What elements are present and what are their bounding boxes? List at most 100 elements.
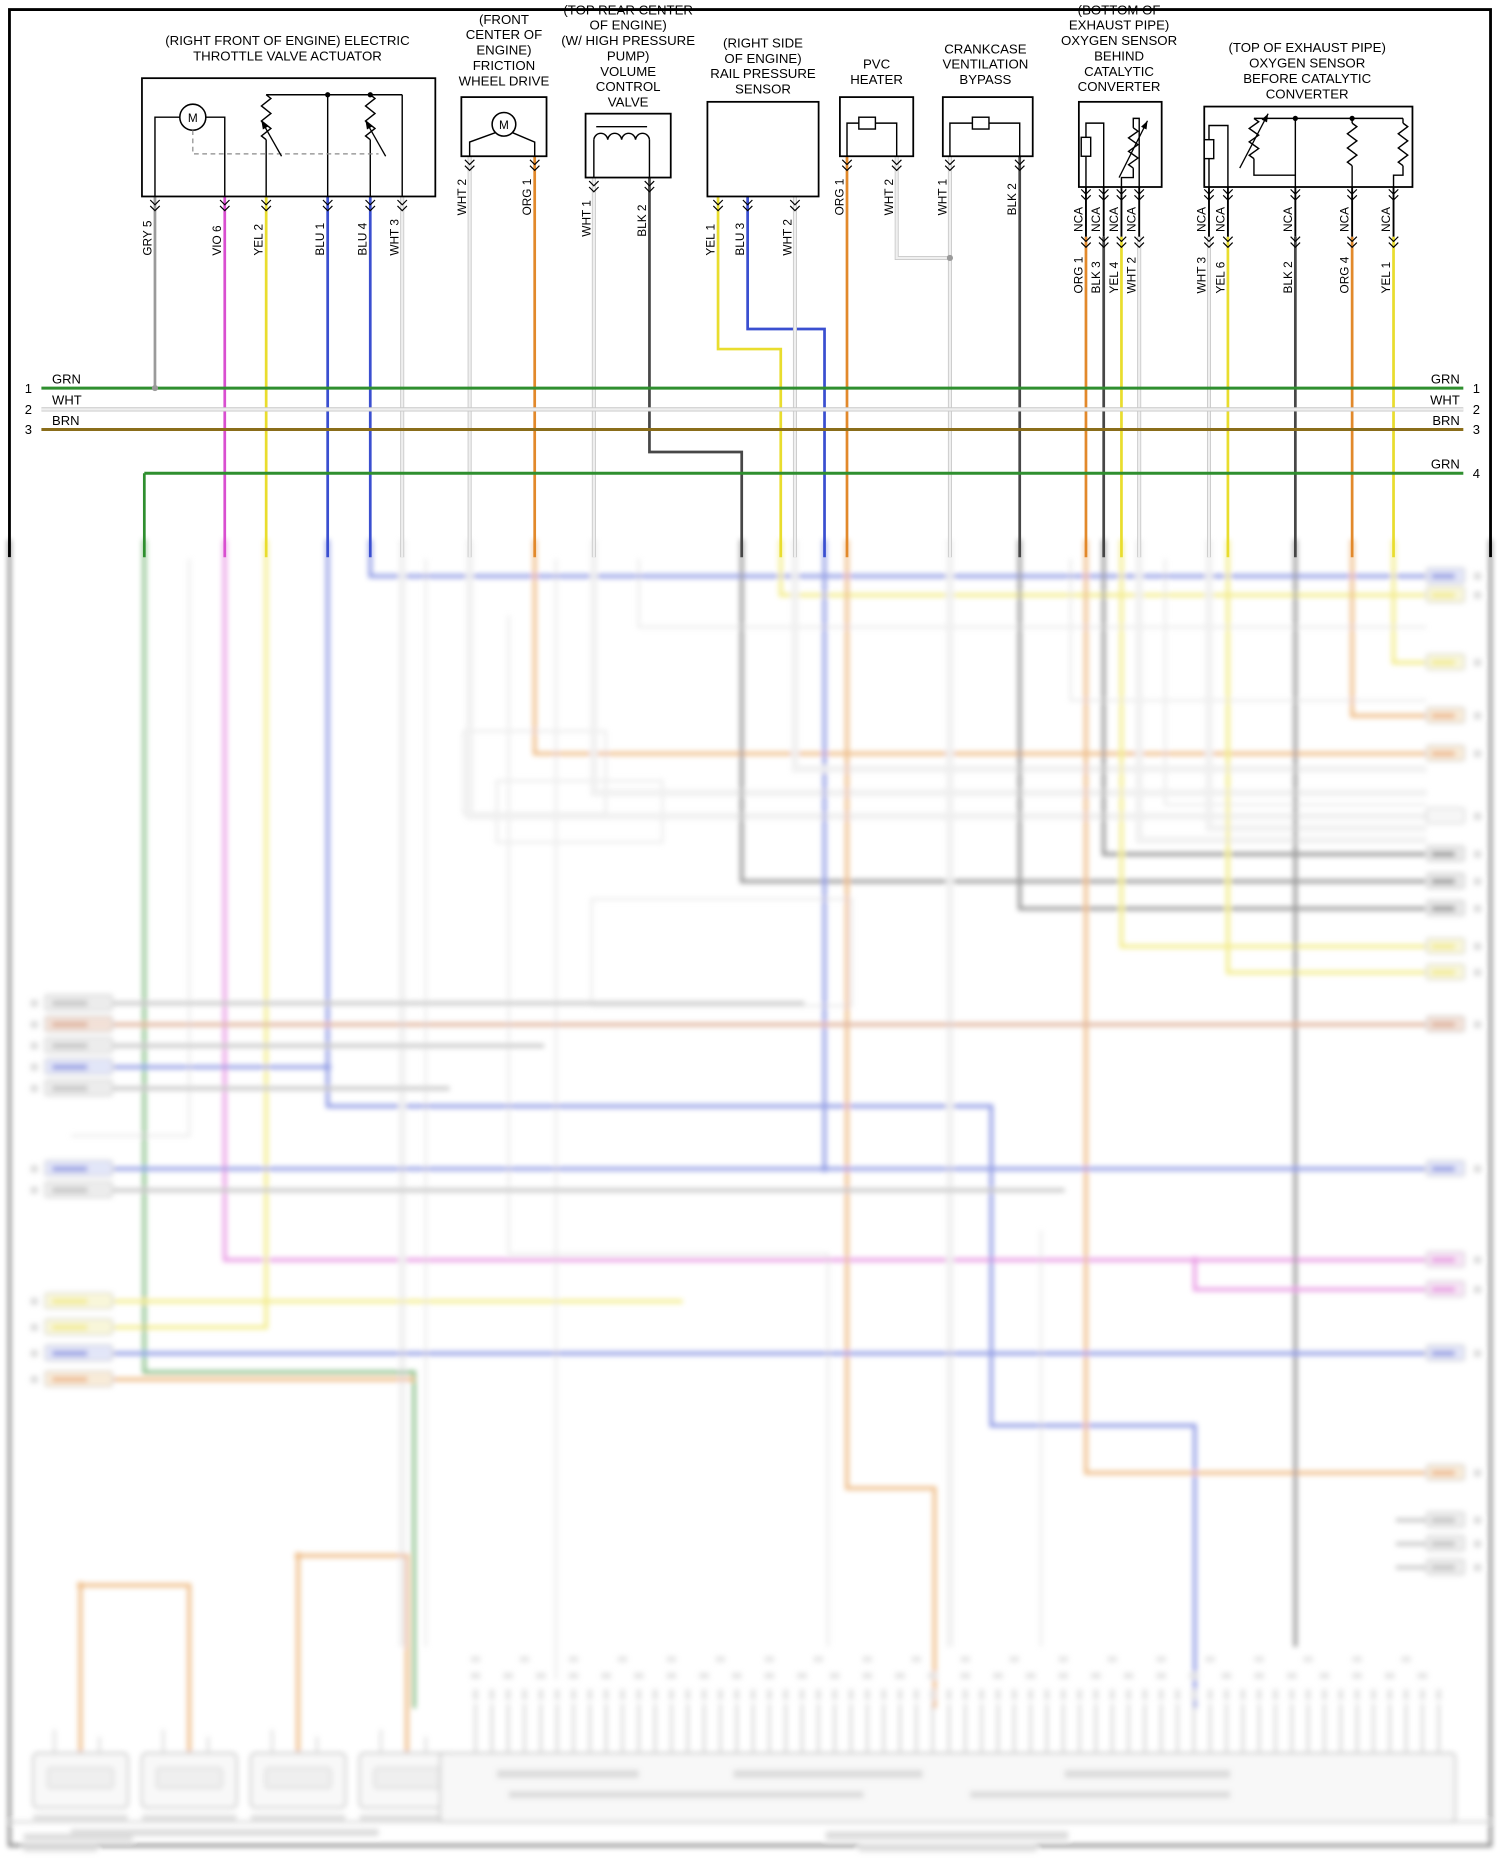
junction-dot bbox=[294, 1552, 302, 1560]
junction-dot bbox=[820, 1165, 829, 1173]
component-title: (W/ HIGH PRESSURE bbox=[561, 33, 695, 48]
bus-line-2: 2 WHT WHT 2 bbox=[25, 393, 1480, 417]
wire-label: BLK 2 bbox=[1005, 183, 1019, 215]
component-title: SENSOR bbox=[735, 82, 791, 97]
junction-dot bbox=[946, 254, 953, 262]
nca-label: NCA bbox=[1379, 207, 1393, 232]
nca-label: NCA bbox=[1338, 207, 1352, 232]
component-title: RAIL PRESSURE bbox=[710, 66, 816, 81]
wire-label: BLU 1 bbox=[313, 223, 327, 256]
bus-number-right: 1 bbox=[1473, 381, 1480, 396]
nca-label: NCA bbox=[1213, 207, 1227, 232]
wire-label: ORG 1 bbox=[520, 179, 534, 216]
page-border-top bbox=[8, 8, 1492, 558]
wire-label: BLU 4 bbox=[356, 222, 370, 255]
junction-dot bbox=[325, 92, 331, 98]
wire-label: WHT 2 bbox=[1125, 257, 1139, 294]
junction-dot bbox=[324, 1063, 332, 1071]
junction-dots bbox=[151, 254, 953, 392]
nca-label: NCA bbox=[1194, 207, 1208, 232]
bus-label-left: BRN bbox=[52, 413, 79, 428]
component-title: CENTER OF bbox=[466, 27, 542, 42]
component-title: PVC bbox=[863, 57, 891, 72]
wire-label: ORG 1 bbox=[832, 179, 846, 216]
component-title: CONTROL bbox=[596, 79, 661, 94]
bus-line-3: 3 BRN BRN 3 bbox=[25, 413, 1480, 437]
faint-circuit-maze bbox=[70, 558, 1427, 1680]
wire-label: WHT 3 bbox=[388, 219, 402, 256]
junction-dot bbox=[151, 385, 159, 392]
wire-label: YEL 6 bbox=[1213, 261, 1227, 293]
wire-label: YEL 1 bbox=[1379, 262, 1393, 294]
component-title: OXYGEN SENSOR bbox=[1061, 33, 1177, 48]
component-title: (TOP OF EXHAUST PIPE) bbox=[1228, 40, 1385, 55]
component-title: BYPASS bbox=[959, 72, 1011, 87]
wire-label: WHT 2 bbox=[882, 179, 896, 216]
wire-label: BLK 2 bbox=[635, 205, 649, 237]
wire-label: WHT 1 bbox=[935, 179, 949, 216]
component-title: CONVERTER bbox=[1078, 79, 1161, 94]
bus-number-right: 2 bbox=[1473, 402, 1480, 417]
component-title: PUMP) bbox=[607, 48, 650, 63]
bus-label-right: GRN bbox=[1431, 371, 1460, 386]
bus-line-4: GRN 4 bbox=[144, 457, 1480, 481]
wire-label: VIO 6 bbox=[210, 225, 224, 256]
wire-label: YEL 4 bbox=[1107, 261, 1121, 293]
bus-lines: 1 GRN GRN 1 2 WHT WHT 2 3 BRN BRN 3 GRN 4 bbox=[25, 371, 1480, 481]
component-title: VENTILATION bbox=[943, 57, 1029, 72]
nca-label: NCA bbox=[1107, 207, 1121, 232]
component-title: VALVE bbox=[608, 95, 649, 110]
nca-label: NCA bbox=[1071, 207, 1085, 232]
component-title: (RIGHT FRONT OF ENGINE) ELECTRIC bbox=[165, 33, 410, 48]
component-title: BEFORE CATALYTIC bbox=[1243, 71, 1371, 86]
wire-label: WHT 1 bbox=[579, 200, 593, 237]
component-title: (RIGHT SIDE bbox=[723, 35, 803, 50]
wire-label: BLK 2 bbox=[1281, 261, 1295, 293]
small-connector-boxes bbox=[32, 1729, 456, 1822]
blurred-text-blobs bbox=[23, 1769, 1231, 1852]
wire-label: BLU 3 bbox=[733, 222, 747, 255]
component-title: THROTTLE VALVE ACTUATOR bbox=[193, 48, 382, 63]
wire-label: ORG 4 bbox=[1338, 256, 1352, 293]
bus-number-left: 2 bbox=[25, 402, 32, 417]
component-title: CATALYTIC bbox=[1084, 64, 1154, 79]
bus-number-left: 1 bbox=[25, 381, 32, 396]
component-title: HEATER bbox=[850, 72, 903, 87]
nca-label: NCA bbox=[1089, 207, 1103, 232]
bus-label-right: BRN bbox=[1432, 413, 1459, 428]
sharp-upper-layer: 1 GRN GRN 1 2 WHT WHT 2 3 BRN BRN 3 GRN 4 (RIGHT FRONT… bbox=[8, 2, 1492, 558]
component-title: BEHIND bbox=[1094, 48, 1144, 63]
blurred-lower-layer bbox=[8, 539, 1492, 1852]
junction-dots-blur bbox=[76, 1063, 1199, 1589]
wire-label: WHT 3 bbox=[1194, 257, 1208, 294]
component-title: OF ENGINE) bbox=[590, 18, 667, 33]
wires-sharp bbox=[142, 156, 1395, 558]
wire-label: YEL 2 bbox=[252, 224, 266, 256]
component-throttle-actuator: (RIGHT FRONT OF ENGINE) ELECTRICTHROTTLE… bbox=[140, 33, 437, 256]
junction-dot bbox=[1292, 115, 1298, 121]
wire-label: GRY 5 bbox=[140, 220, 154, 255]
junction-dot bbox=[76, 1581, 84, 1589]
wire-label: WHT 2 bbox=[455, 179, 469, 216]
component-title: WHEEL DRIVE bbox=[459, 73, 550, 88]
bus-label-left: WHT bbox=[52, 393, 82, 408]
component-title: VOLUME bbox=[600, 64, 656, 79]
page-border-bottom bbox=[8, 539, 1492, 1847]
component-title: FRICTION bbox=[473, 58, 535, 73]
components: (RIGHT FRONT OF ENGINE) ELECTRICTHROTTLE… bbox=[140, 2, 1414, 294]
component-title: OF ENGINE) bbox=[724, 51, 801, 66]
junction-dot bbox=[1191, 1256, 1199, 1264]
component-title: CONVERTER bbox=[1266, 86, 1349, 101]
junction-dot bbox=[1349, 115, 1355, 121]
motor-letter: M bbox=[188, 111, 198, 125]
wire-label: WHT 2 bbox=[780, 219, 794, 256]
component-title: OXYGEN SENSOR bbox=[1249, 56, 1365, 71]
component-title: (FRONT bbox=[479, 12, 529, 27]
